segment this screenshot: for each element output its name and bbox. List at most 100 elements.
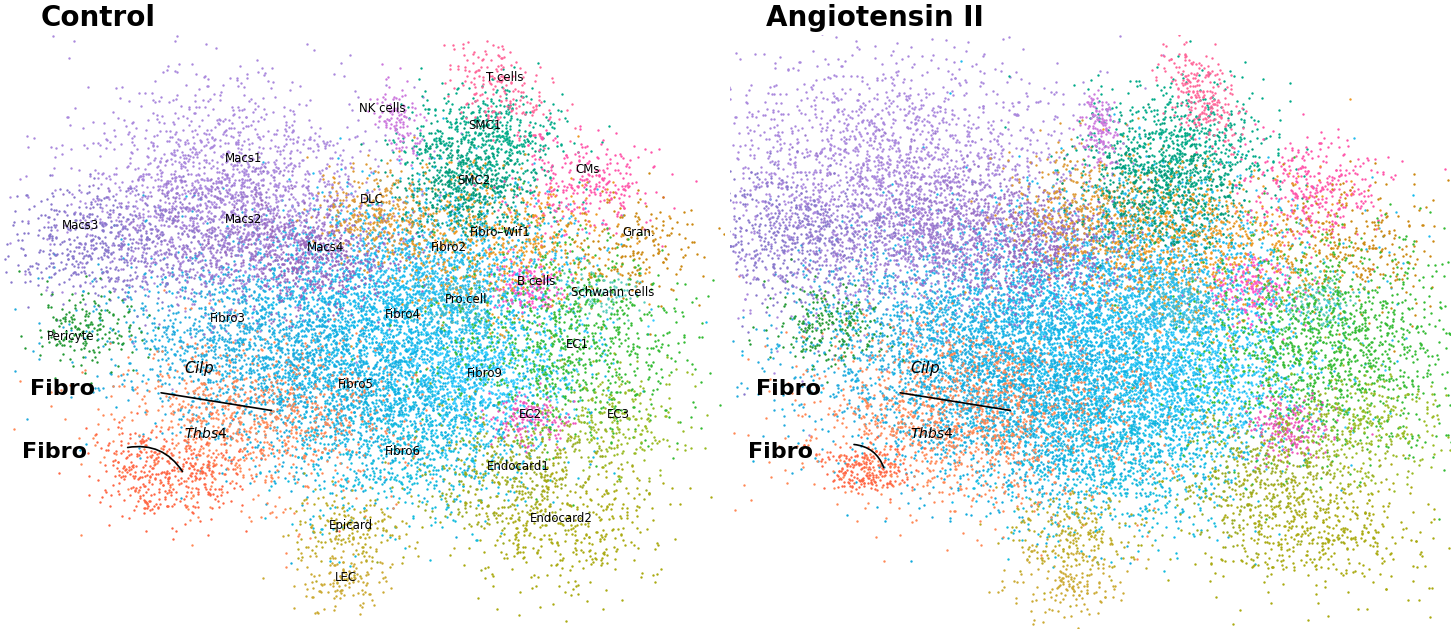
Point — [1184, 119, 1207, 130]
Point — [1054, 441, 1077, 451]
Point — [822, 272, 845, 283]
Point — [933, 280, 957, 290]
Point — [1047, 332, 1070, 343]
Point — [712, 106, 736, 116]
Point — [346, 263, 369, 273]
Point — [535, 276, 558, 286]
Point — [1089, 308, 1112, 318]
Point — [1149, 313, 1172, 324]
Point — [461, 157, 484, 167]
Point — [1211, 229, 1234, 240]
Point — [134, 503, 157, 513]
Point — [755, 178, 778, 188]
Point — [531, 363, 554, 373]
Point — [1044, 297, 1067, 307]
Point — [221, 311, 244, 321]
Point — [1194, 439, 1217, 449]
Point — [1000, 211, 1024, 221]
Point — [1271, 232, 1294, 242]
Point — [1163, 301, 1186, 311]
Point — [356, 446, 379, 456]
Point — [973, 396, 996, 406]
Point — [1003, 281, 1027, 291]
Point — [1259, 312, 1282, 322]
Point — [955, 346, 979, 356]
Point — [993, 396, 1016, 406]
Point — [906, 324, 929, 334]
Point — [977, 306, 1000, 316]
Point — [1232, 315, 1255, 325]
Point — [848, 284, 871, 294]
Point — [1108, 313, 1131, 324]
Point — [1032, 588, 1056, 598]
Point — [183, 255, 206, 265]
Point — [1285, 407, 1309, 417]
Point — [397, 252, 420, 262]
Point — [480, 451, 503, 461]
Point — [1153, 211, 1176, 221]
Point — [220, 454, 243, 465]
Point — [278, 389, 301, 399]
Point — [252, 284, 275, 295]
Point — [1258, 379, 1281, 389]
Point — [1122, 171, 1146, 181]
Point — [442, 226, 465, 236]
Point — [548, 447, 571, 458]
Point — [683, 403, 707, 413]
Point — [275, 282, 298, 292]
Point — [1083, 526, 1106, 537]
Point — [1067, 216, 1090, 226]
Point — [176, 243, 199, 253]
Point — [539, 534, 563, 544]
Point — [609, 229, 632, 239]
Point — [1111, 193, 1134, 203]
Point — [1109, 334, 1133, 344]
Point — [961, 178, 984, 188]
Point — [374, 184, 397, 194]
Point — [961, 418, 984, 428]
Point — [1025, 406, 1048, 416]
Point — [304, 376, 327, 386]
Point — [1056, 529, 1079, 539]
Point — [378, 390, 401, 400]
Point — [471, 125, 494, 135]
Point — [378, 562, 401, 572]
Point — [901, 205, 925, 216]
Point — [294, 338, 317, 348]
Point — [592, 384, 615, 394]
Point — [1179, 289, 1202, 299]
Point — [1169, 410, 1192, 420]
Point — [342, 266, 365, 276]
Point — [979, 337, 1002, 347]
Point — [710, 288, 733, 298]
Point — [499, 441, 522, 451]
Point — [113, 286, 137, 296]
Point — [974, 449, 997, 459]
Point — [1189, 337, 1213, 348]
Point — [1186, 284, 1210, 294]
Point — [135, 470, 158, 480]
Point — [949, 56, 973, 66]
Point — [97, 227, 121, 237]
Point — [545, 240, 569, 250]
Point — [1264, 240, 1287, 250]
Point — [968, 324, 992, 334]
Point — [949, 406, 973, 416]
Point — [209, 267, 233, 277]
Point — [997, 206, 1021, 216]
Point — [1284, 408, 1307, 418]
Point — [1264, 174, 1287, 185]
Point — [1024, 358, 1047, 368]
Point — [989, 430, 1012, 441]
Point — [553, 317, 576, 327]
Point — [1185, 198, 1208, 208]
Point — [538, 426, 561, 436]
Point — [1137, 212, 1160, 222]
Point — [457, 486, 480, 496]
Point — [429, 381, 452, 391]
Point — [913, 291, 936, 301]
Point — [1268, 129, 1291, 139]
Point — [1156, 277, 1179, 288]
Point — [609, 405, 632, 415]
Point — [1300, 216, 1323, 226]
